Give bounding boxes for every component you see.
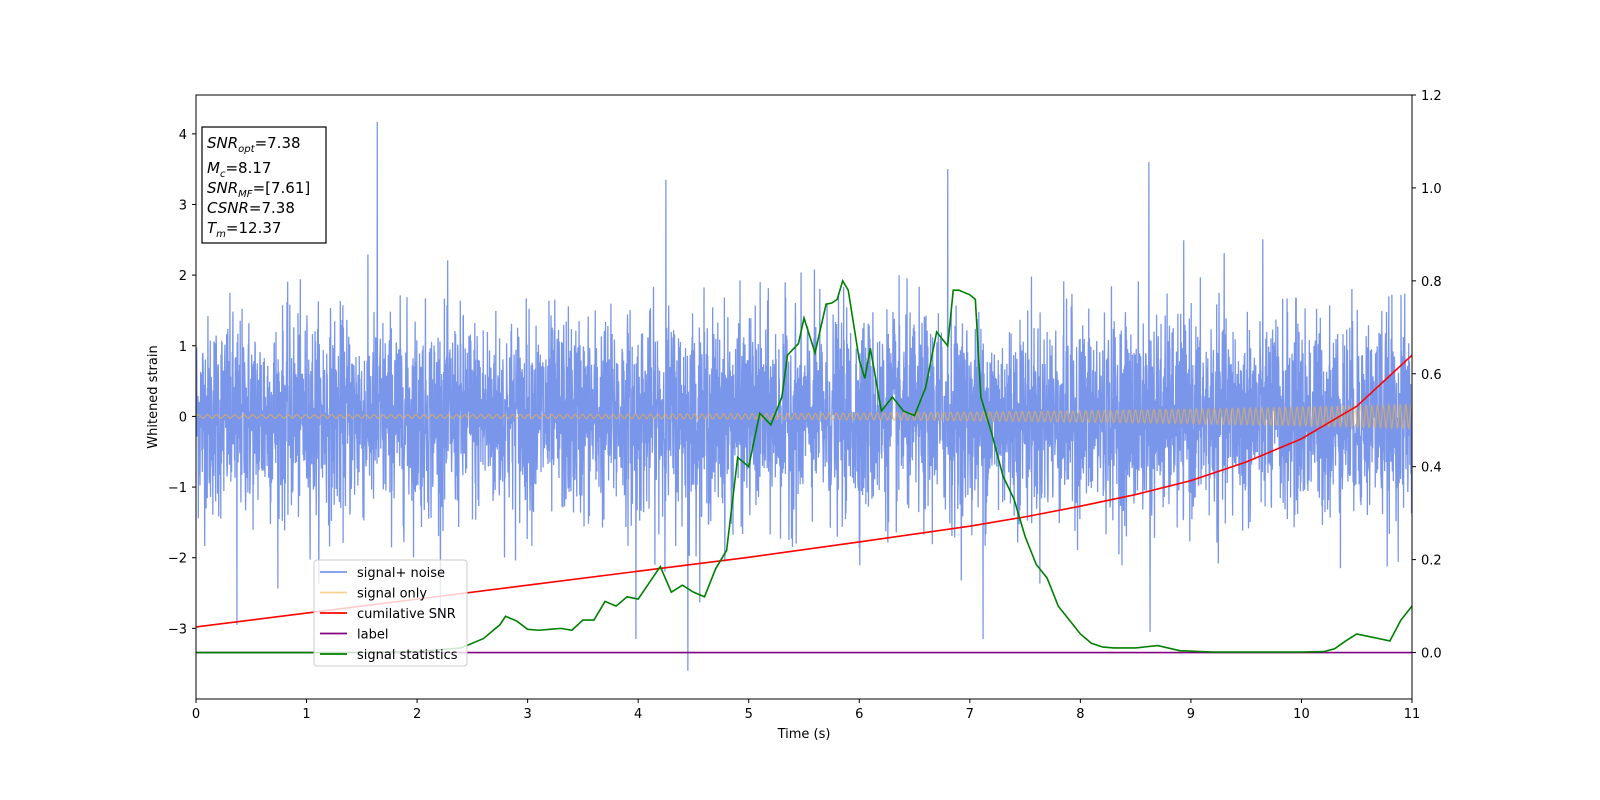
annotation-line: Mc=8.17 [207,159,271,180]
y-tick-label: 3 [179,198,187,213]
x-tick-label: 7 [966,707,974,722]
y2-tick-label: 0.2 [1421,554,1442,569]
y2-tick-label: 0.8 [1421,275,1442,290]
annotation-line: SNRopt=7.38 [207,134,301,155]
y-tick-label: 4 [179,128,187,143]
x-tick-label: 3 [523,707,531,722]
legend-label: cumilative SNR [357,607,456,622]
x-tick-label: 6 [855,707,863,722]
y2-tick-label: 0.4 [1421,461,1442,476]
y-tick-label: 1 [179,340,187,355]
right-y-axis: 0.0 0.2 0.4 0.6 0.8 1.0 1.2 [1412,89,1442,662]
legend-label: signal only [357,587,427,602]
x-tick-label: 11 [1404,707,1421,722]
x-tick-label: 0 [192,707,200,722]
plot-frame [195,94,1413,700]
y2-tick-label: 1.0 [1421,182,1442,197]
x-tick-label: 9 [1187,707,1195,722]
series-cumilative-snr [196,354,1412,628]
x-tick-label: 8 [1076,707,1084,722]
series-signal-statistics [196,278,1412,654]
legend-label: signal+ noise [357,566,445,581]
y-tick-label: −3 [168,622,187,637]
annotation-line: Tm=12.37 [207,219,281,240]
legend: signal+ noise signal only cumilative SNR la… [313,559,468,667]
x-axis: 0 1 2 3 4 5 6 7 8 9 10 11 [192,699,1420,722]
y2-tick-label: 0.6 [1421,368,1442,383]
y-tick-label: 2 [179,269,187,284]
legend-label: label [357,628,388,643]
annotation-line: SNRMF=[7.61] [207,179,310,200]
legend-label: signal statistics [357,648,458,663]
x-tick-label: 4 [634,707,642,722]
annotation-line: CSNR=7.38 [207,199,295,217]
left-y-axis: −3 −2 −1 0 1 2 3 4 [168,128,196,637]
x-tick-label: 10 [1293,707,1310,722]
y-tick-label: 0 [179,410,187,425]
series-signal-only [196,402,1412,431]
y-tick-label: −2 [168,552,187,567]
x-tick-label: 5 [745,707,753,722]
series-signal-noise [196,121,1412,671]
x-axis-label: Time (s) [777,727,831,742]
x-tick-label: 2 [413,707,421,722]
y-axis-label: Whitened strain [146,345,161,448]
x-tick-label: 1 [302,707,310,722]
y2-tick-label: 1.2 [1421,89,1442,104]
y2-tick-label: 0.0 [1421,647,1442,662]
y-tick-label: −1 [168,481,187,496]
